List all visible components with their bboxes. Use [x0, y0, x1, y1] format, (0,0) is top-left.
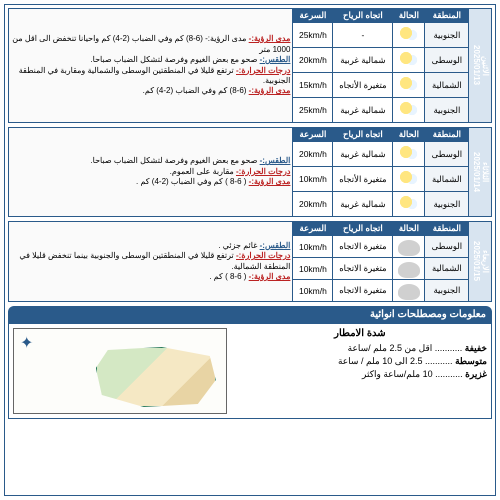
- speed-cell: 15km/h: [293, 73, 333, 98]
- col-speed: السرعة: [293, 9, 333, 23]
- weather-icon-cell: [393, 48, 425, 73]
- wind-cell: متغيرة الاتجاه: [333, 280, 393, 302]
- col-speed: السرعة: [293, 128, 333, 142]
- cloudy-icon: [398, 262, 420, 278]
- wind-cell: متغيرة الاتجاه: [333, 258, 393, 280]
- wind-cell: -: [333, 23, 393, 48]
- rain-row: متوسطة ........... 2.5 الى 10 ملم / ساعة: [233, 356, 487, 367]
- wind-cell: متغيرة الأتجاه: [333, 73, 393, 98]
- speed-cell: 20km/h: [293, 48, 333, 73]
- partly-sunny-icon: [399, 168, 419, 188]
- region-cell: الشمالية: [425, 73, 469, 98]
- wind-cell: شمالية غربية: [333, 192, 393, 217]
- weather-icon-cell: [393, 23, 425, 48]
- rain-title: شدة الامطار: [233, 328, 487, 339]
- rain-row: غزيرة ........... 10 ملم/ساعة واكثر: [233, 369, 487, 380]
- region-cell: الجنوبية: [425, 23, 469, 48]
- forecast-tables: الاثنين2025/01/13المنطقةالحالةاتجاه الري…: [8, 8, 492, 302]
- forecast-day-table: الاثنين2025/01/13المنطقةالحالةاتجاه الري…: [8, 8, 492, 123]
- weather-icon-cell: [393, 280, 425, 302]
- page-frame: الاثنين2025/01/13المنطقةالحالةاتجاه الري…: [4, 4, 496, 496]
- weather-icon-cell: [393, 258, 425, 280]
- cloudy-icon: [398, 284, 420, 300]
- col-region: المنطقة: [425, 222, 469, 236]
- rain-row: خفيفة ........... اقل من 2.5 ملم /ساعة: [233, 343, 487, 354]
- speed-cell: 20km/h: [293, 142, 333, 167]
- forecast-day-table: الاربعاء2025/01/15المنطقةالحالةاتجاه الر…: [8, 221, 492, 302]
- iraq-map-panel: ✦: [13, 328, 227, 414]
- region-cell: الجنوبية: [425, 192, 469, 217]
- compass-icon: ✦: [20, 333, 33, 353]
- wind-cell: شمالية غربية: [333, 98, 393, 123]
- cloudy-icon: [398, 240, 420, 256]
- col-state: الحالة: [393, 128, 425, 142]
- col-state: الحالة: [393, 9, 425, 23]
- wind-cell: متغيرة الاتجاه: [333, 236, 393, 258]
- speed-cell: 25km/h: [293, 23, 333, 48]
- weather-icon-cell: [393, 98, 425, 123]
- region-cell: الوسطى: [425, 236, 469, 258]
- info-box: شدة الامطار خفيفة ........... اقل من 2.5…: [8, 323, 492, 419]
- region-cell: الجنوبية: [425, 98, 469, 123]
- partly-sunny-icon: [399, 24, 419, 44]
- speed-cell: 10km/h: [293, 167, 333, 192]
- col-region: المنطقة: [425, 9, 469, 23]
- forecast-day-table: الثلاثاء2025/01/14المنطقةالحالةاتجاه الر…: [8, 127, 492, 217]
- speed-cell: 10km/h: [293, 236, 333, 258]
- partly-sunny-icon: [399, 74, 419, 94]
- col-speed: السرعة: [293, 222, 333, 236]
- partly-sunny-icon: [399, 193, 419, 213]
- col-region: المنطقة: [425, 128, 469, 142]
- wind-cell: شمالية غربية: [333, 142, 393, 167]
- region-cell: الجنوبية: [425, 280, 469, 302]
- speed-cell: 10km/h: [293, 258, 333, 280]
- weather-icon-cell: [393, 73, 425, 98]
- speed-cell: 25km/h: [293, 98, 333, 123]
- forecast-description: الطقس:- غائم جزئي .درجات الحرارة:- ترتفع…: [9, 222, 293, 302]
- weather-icon-cell: [393, 167, 425, 192]
- forecast-description: الطقس:- صحو مع بعض الغيوم وفرصة لتشكل ال…: [9, 128, 293, 217]
- rain-intensity-panel: شدة الامطار خفيفة ........... اقل من 2.5…: [233, 328, 487, 414]
- region-cell: الوسطى: [425, 142, 469, 167]
- col-wind: اتجاه الرياح: [333, 222, 393, 236]
- date-cell: الثلاثاء2025/01/14: [469, 128, 492, 217]
- weather-icon-cell: [393, 236, 425, 258]
- forecast-description: مدى الرؤية:- مدى الرؤية:- (6-8) كم وفي ا…: [9, 9, 293, 123]
- col-state: الحالة: [393, 222, 425, 236]
- date-cell: الاثنين2025/01/13: [469, 9, 492, 123]
- col-wind: اتجاه الرياح: [333, 9, 393, 23]
- iraq-map-shape: [96, 347, 216, 407]
- region-cell: الوسطى: [425, 48, 469, 73]
- date-cell: الاربعاء2025/01/15: [469, 222, 492, 302]
- wind-cell: شمالية غربية: [333, 48, 393, 73]
- region-cell: الشمالية: [425, 167, 469, 192]
- col-wind: اتجاه الرياح: [333, 128, 393, 142]
- weather-icon-cell: [393, 192, 425, 217]
- partly-sunny-icon: [399, 99, 419, 119]
- speed-cell: 20km/h: [293, 192, 333, 217]
- region-cell: الشمالية: [425, 258, 469, 280]
- speed-cell: 10km/h: [293, 280, 333, 302]
- wind-cell: متغيرة الأتجاه: [333, 167, 393, 192]
- info-section-title: معلومات ومصطلحات انوائية: [8, 306, 492, 323]
- partly-sunny-icon: [399, 143, 419, 163]
- weather-icon-cell: [393, 142, 425, 167]
- partly-sunny-icon: [399, 49, 419, 69]
